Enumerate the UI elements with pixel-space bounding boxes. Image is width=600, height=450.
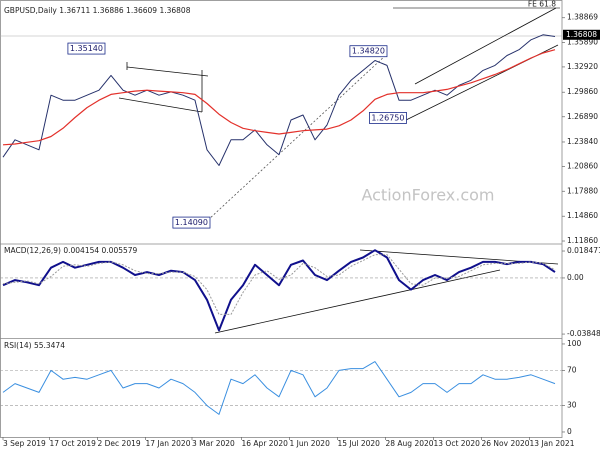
series-line	[2, 254, 556, 315]
y-tick-label: 0.00	[567, 273, 584, 282]
annotation-box	[349, 45, 388, 58]
x-tick-label: 17 Oct 2019	[50, 439, 97, 448]
series-line	[2, 49, 556, 146]
annotation: 1.35140	[67, 42, 106, 55]
x-tick-label: 3 Sep 2019	[3, 439, 46, 448]
series-line	[2, 361, 556, 415]
x-tick-label: 26 Nov 2020	[482, 439, 530, 448]
annotation-box	[172, 216, 211, 229]
panel-title: MACD(12,26,9) 0.004154 0.005579	[4, 246, 138, 255]
x-tick-label: 13 Jan 2021	[530, 439, 575, 448]
y-tick-label: 1.29860	[567, 87, 598, 96]
x-tick-label: 17 Jan 2020	[146, 439, 191, 448]
trendline	[214, 269, 501, 334]
y-tick-label: 1.35890	[567, 37, 598, 46]
trendline	[126, 66, 209, 77]
y-tick-label: 1.32920	[567, 62, 598, 71]
x-tick-label: 28 Aug 2020	[386, 439, 434, 448]
y-tick-label: 100	[567, 339, 582, 348]
panel-title: GBPUSD,Daily 1.36711 1.36886 1.36609 1.3…	[4, 6, 191, 15]
watermark: ActionForex.com	[361, 186, 494, 205]
y-tick-label: 1.17880	[567, 186, 598, 195]
series-line	[2, 34, 556, 166]
y-tick-label: 1.23840	[567, 137, 598, 146]
annotation: 1.34820	[349, 45, 388, 58]
y-tick-label: 1.38869	[567, 13, 598, 22]
annotation: 1.26750	[369, 112, 407, 124]
annotation-label: 1.26750	[371, 113, 404, 122]
last-price-box	[563, 29, 600, 40]
trendline	[207, 54, 387, 221]
panel-title: RSI(14) 55.3474	[4, 341, 65, 350]
y-tick-label: 30	[567, 401, 577, 410]
trendlines	[118, 7, 559, 334]
y-tick-label: 70	[567, 365, 577, 374]
x-tick-label: 1 Jun 2020	[290, 439, 331, 448]
last-price-label: 1.36808	[566, 30, 597, 39]
y-tick-label: 1.20860	[567, 162, 598, 171]
x-tick-label: 16 Apr 2020	[242, 439, 289, 448]
y-tick-label: 1.14860	[567, 211, 598, 220]
x-tick-label: 3 Mar 2020	[192, 439, 235, 448]
y-tick-label: 0.018471	[567, 246, 600, 255]
frame	[0, 0, 563, 438]
channel-line	[414, 7, 557, 85]
y-tick-label: -0.038486	[567, 329, 600, 338]
annotation-box	[369, 112, 407, 124]
trendline	[118, 97, 203, 113]
y-tick-label: 0	[567, 427, 572, 436]
y-tick-label: 1.26890	[567, 112, 598, 121]
annotation-box	[67, 42, 106, 55]
annotation: 1.14090	[172, 216, 211, 229]
x-tick-label: 15 Jul 2020	[338, 439, 381, 448]
annotation-label: 1.14090	[175, 218, 208, 227]
annotation-label: 1.34820	[352, 47, 385, 56]
y-tick-label: 1.11860	[567, 236, 598, 245]
x-tick-label: 2 Dec 2019	[98, 439, 141, 448]
annotation-label: 1.35140	[70, 44, 103, 53]
fe-label: FE 61.8	[528, 0, 556, 9]
x-tick-label: 13 Oct 2020	[434, 439, 481, 448]
series-line	[2, 249, 556, 332]
